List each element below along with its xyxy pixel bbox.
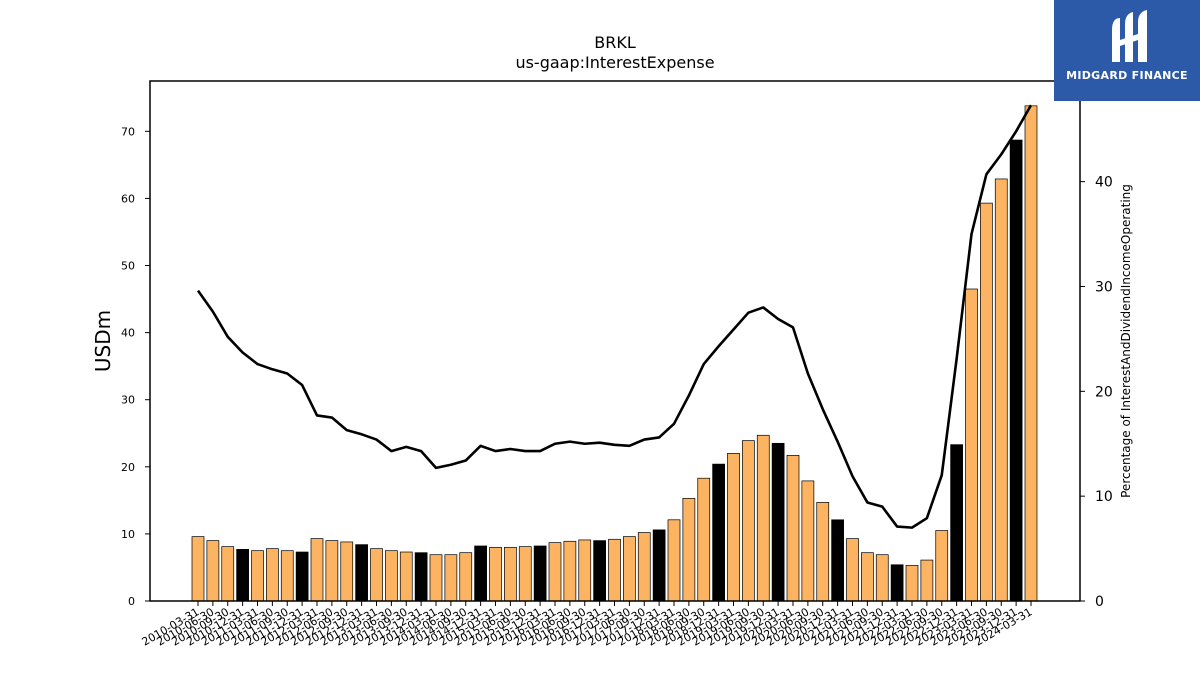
bar [533,545,547,602]
bar [1024,105,1038,602]
bar [994,178,1008,602]
bar [340,541,354,602]
y-tick-label: 0 [128,595,135,608]
plot-frame [149,80,1081,602]
series-line [196,104,1033,529]
bar [206,540,220,602]
bar [474,545,487,602]
bar [504,546,517,602]
bar [667,519,681,602]
chart-title: BRKL [594,33,636,52]
y-tick-label: 50 [121,260,135,273]
bar [399,551,413,602]
bar [905,565,919,602]
bar [697,477,711,602]
bar [325,540,339,602]
bar [191,536,205,602]
y2-axis-label: Percentage of InterestAndDividendIncomeO… [1119,184,1133,498]
bar [459,552,473,602]
midgard-m-logo-icon [1112,10,1147,62]
bar [816,502,830,602]
y2-tick-label: 0 [1095,594,1104,610]
bar [771,442,785,602]
bar [786,455,800,602]
bar [935,530,949,602]
bar [266,548,279,602]
bar [1009,139,1023,602]
bar [295,551,309,602]
bar [637,532,651,602]
y2-tick-label: 40 [1095,175,1113,191]
y-tick-label: 70 [121,125,135,138]
bar [950,444,963,602]
bar [861,552,874,602]
bar [310,538,324,602]
y-tick-label: 40 [121,327,135,340]
bar [890,564,904,602]
bar [756,434,770,602]
bar [236,548,249,602]
bar [980,202,993,602]
bar [652,529,666,602]
bar [682,497,696,602]
bar [727,453,740,602]
logo-badge: MIDGARD FINANCE [1054,0,1200,101]
bar [489,546,502,602]
bar [623,536,636,602]
y2-tick-label: 10 [1095,489,1113,505]
logo-text: MIDGARD FINANCE [1066,69,1188,82]
y-tick-label: 30 [121,394,135,407]
y-tick-label: 10 [121,528,135,541]
bar [563,540,577,602]
y2-tick-label: 30 [1095,279,1113,295]
chart-subtitle: us-gaap:InterestExpense [515,53,714,72]
y-tick-label: 60 [121,192,135,205]
bar [355,544,368,602]
bar [965,288,978,602]
y-axis-label: USDm [91,310,115,372]
bar [578,539,592,602]
bar [444,554,458,602]
bar [742,440,755,602]
bar [429,554,443,602]
bar [251,550,264,602]
bar [548,542,562,602]
bar [801,480,815,602]
bar [608,538,621,602]
bar [221,546,235,602]
bar [712,463,725,602]
y-tick-label: 20 [121,461,135,474]
bar [831,519,844,602]
bar [370,548,383,602]
bar [518,546,532,602]
bar [593,540,606,602]
bar [414,552,428,602]
bar [280,550,294,602]
bar [385,550,398,602]
bar [920,559,934,602]
bar [875,554,889,602]
y2-tick-label: 20 [1095,384,1113,400]
bar [846,538,859,602]
